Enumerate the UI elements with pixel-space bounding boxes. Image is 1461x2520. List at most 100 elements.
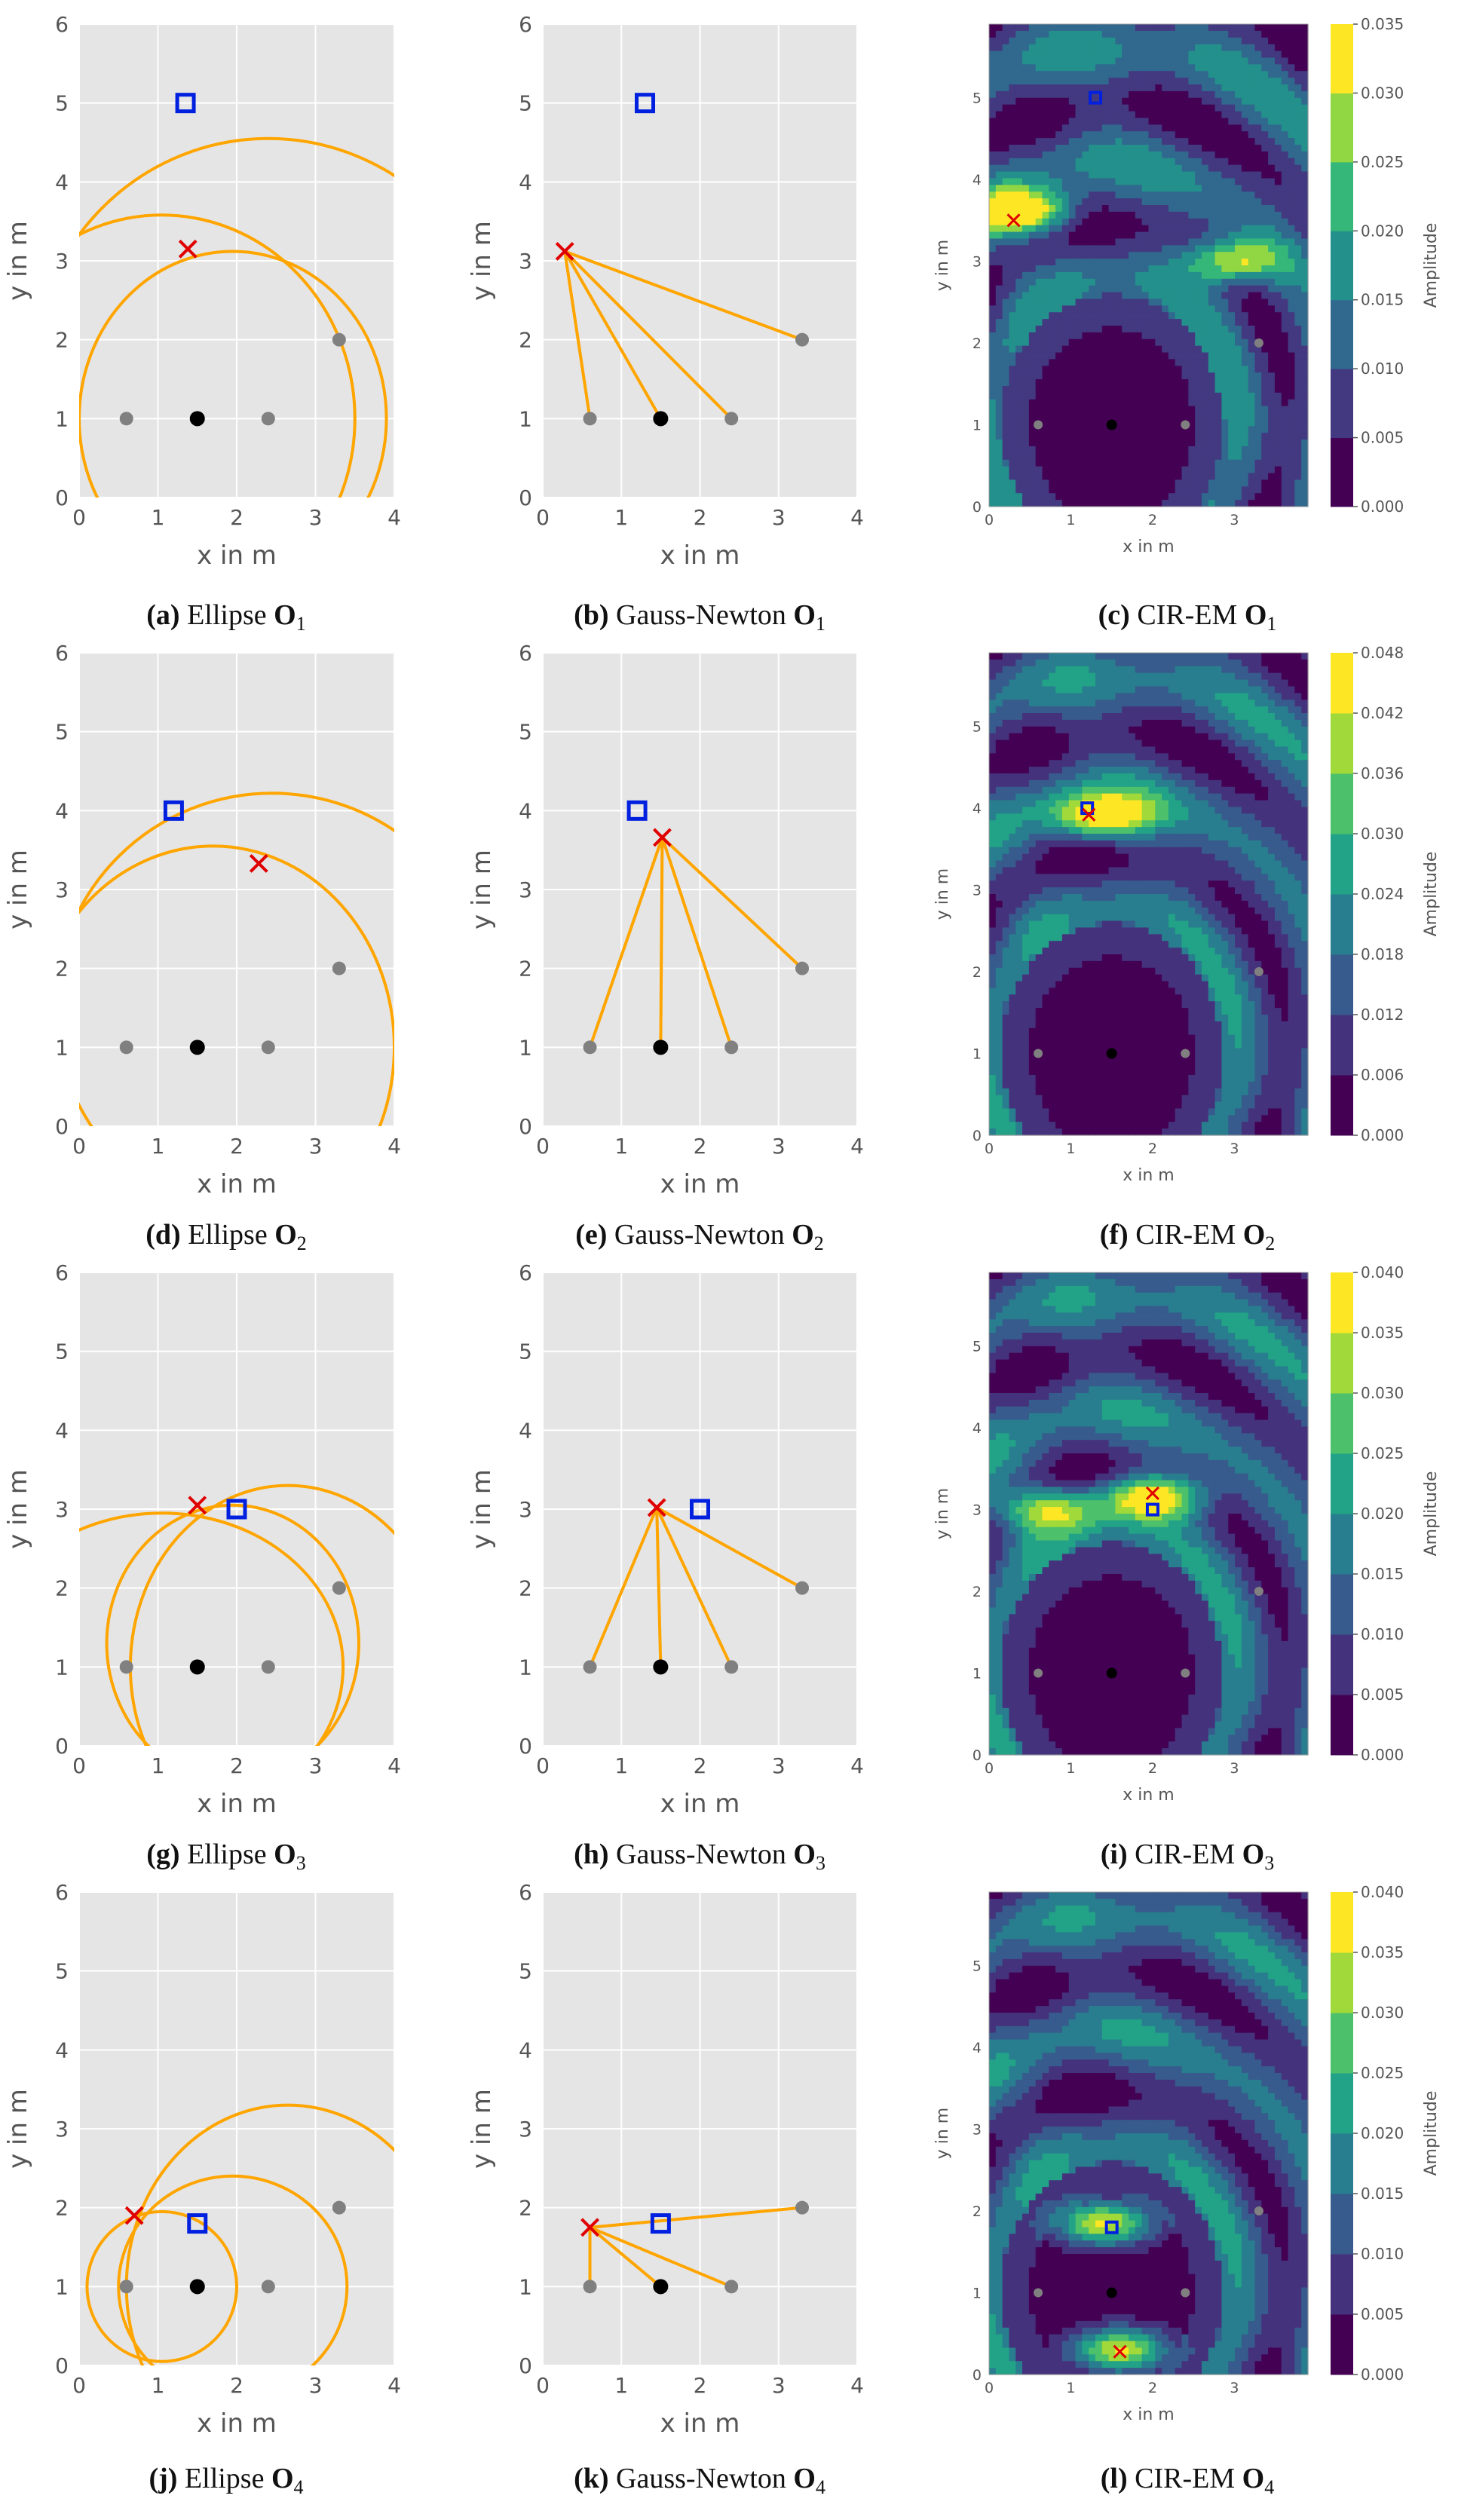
heatmap-cell [1195, 51, 1202, 59]
heatmap-cell [1241, 104, 1249, 112]
heatmap-cell [1301, 90, 1309, 99]
heatmap-cell [1028, 941, 1037, 948]
heatmap-cell [1195, 332, 1202, 340]
heatmap-cell [1254, 319, 1262, 326]
heatmap-cell [1261, 292, 1269, 300]
heatmap-cell [1022, 493, 1030, 501]
heatmap-cell [1049, 185, 1056, 192]
heatmap-cell [1202, 332, 1209, 340]
heatmap-cell [1228, 412, 1236, 421]
heatmap-cell [1049, 265, 1056, 273]
heatmap-cell [995, 1021, 1003, 1029]
heatmap-cell [1288, 466, 1295, 474]
heatmap-cell [995, 285, 1003, 293]
heatmap-cell [1009, 920, 1016, 929]
heatmap-cell [1002, 164, 1010, 173]
heatmap-cell [1002, 131, 1010, 139]
heatmap-cell [1129, 64, 1136, 72]
heatmap-cell [995, 158, 1003, 166]
heatmap-cell [1221, 78, 1229, 85]
heatmap-cell [1035, 726, 1043, 734]
heatmap-cell [1101, 834, 1110, 841]
heatmap-cell [1162, 271, 1169, 280]
heatmap-cell [1181, 78, 1189, 85]
heatmap-cell [989, 124, 997, 132]
heatmap-cell [1049, 753, 1056, 761]
caption-object: O [274, 599, 296, 631]
colorbar-segment [1331, 231, 1353, 301]
heatmap-cell [1022, 1048, 1030, 1055]
heatmap-cell [1089, 659, 1096, 667]
heatmap-cell [1061, 860, 1070, 868]
heatmap-cell [1248, 151, 1256, 159]
heatmap-cell [1108, 366, 1116, 373]
heatmap-cell [1175, 412, 1183, 421]
heatmap-cell [1162, 392, 1169, 400]
y-tick-label: 4 [972, 172, 982, 188]
heatmap-cell [1162, 493, 1169, 501]
heatmap-cell [1202, 118, 1209, 125]
heatmap-cell [1101, 265, 1110, 273]
heatmap-cell [1028, 479, 1037, 487]
heatmap-cell [1288, 90, 1295, 99]
heatmap-cell [1068, 880, 1077, 888]
heatmap-cell [1129, 71, 1136, 78]
heatmap-cell [1009, 1122, 1016, 1129]
heatmap-cell [989, 967, 997, 975]
heatmap-cell [1135, 299, 1143, 306]
heatmap-cell [1068, 786, 1077, 795]
heatmap-cell [1061, 452, 1070, 461]
heatmap-cell [995, 840, 1003, 848]
heatmap-cell [1288, 433, 1295, 440]
heatmap-cell [1115, 433, 1123, 440]
heatmap-cell [995, 760, 1003, 767]
heatmap-cell [1288, 84, 1295, 92]
y-tick-label: 0 [972, 499, 982, 516]
heatmap-cell [1022, 439, 1030, 447]
heatmap-cell [989, 372, 997, 380]
heatmap-cell [1022, 981, 1030, 989]
heatmap-cell [1095, 713, 1103, 721]
heatmap-cell [1122, 218, 1129, 226]
heatmap-cell [1162, 205, 1169, 213]
heatmap-cell [1155, 386, 1162, 393]
heatmap-cell [1061, 299, 1070, 306]
heatmap-cell [1089, 151, 1096, 159]
heatmap-cell [1268, 426, 1276, 433]
heatmap-cell [1028, 231, 1037, 240]
heatmap-cell [1254, 245, 1262, 253]
heatmap-cell [1095, 57, 1103, 65]
heatmap-cell [1195, 97, 1202, 106]
heatmap-cell [1301, 225, 1309, 233]
heatmap-cell [995, 338, 1003, 347]
heatmap-cell [1208, 138, 1216, 145]
heatmap-cell [1101, 679, 1110, 687]
heatmap-cell [1075, 259, 1083, 266]
heatmap-cell [1274, 433, 1282, 440]
heatmap-cell [1294, 71, 1302, 78]
heatmap-cell [1135, 406, 1143, 414]
heatmap-cell [1055, 760, 1063, 767]
heatmap-cell [1042, 406, 1049, 414]
heatmap-cell [1175, 406, 1183, 414]
heatmap-cell [1055, 679, 1063, 687]
heatmap-cell [1035, 198, 1043, 206]
heatmap-cell [1261, 386, 1269, 393]
heatmap-cell [1181, 51, 1189, 59]
heatmap-cell [1135, 366, 1143, 373]
heatmap-cell [1168, 493, 1176, 501]
heatmap-cell [1241, 486, 1249, 494]
heatmap-cell [1162, 500, 1169, 507]
heatmap-cell [1162, 379, 1169, 387]
heatmap-cell [1115, 205, 1123, 213]
heatmap-cell [1022, 178, 1030, 185]
heatmap-cell [1075, 800, 1083, 808]
heatmap-cell [1028, 880, 1037, 888]
heatmap-cell [1188, 51, 1196, 59]
heatmap-cell [1135, 439, 1143, 447]
heatmap-cell [1261, 145, 1269, 152]
heatmap-cell [1108, 500, 1116, 507]
heatmap-cell [1108, 659, 1116, 667]
heatmap-cell [1254, 372, 1262, 380]
heatmap-cell [1035, 124, 1043, 132]
